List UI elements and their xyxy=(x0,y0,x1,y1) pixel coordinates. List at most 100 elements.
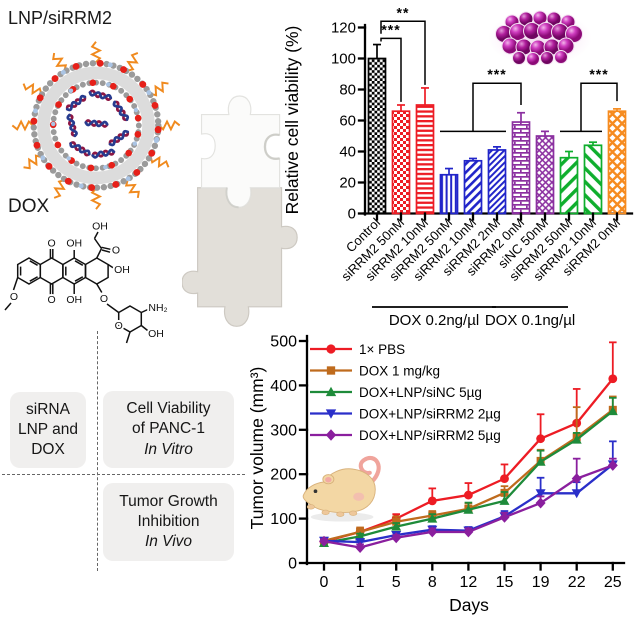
y-tick-label: 100 xyxy=(331,51,356,68)
atom-label: O xyxy=(48,238,56,250)
data-point xyxy=(571,434,582,444)
significance-bracket xyxy=(580,82,618,132)
y-tick-label: 120 xyxy=(331,20,356,37)
atom-label: OH xyxy=(148,328,164,340)
significance-label: *** xyxy=(487,66,506,82)
x-tick-label: 1 xyxy=(356,574,365,591)
dox-structure-diagram: O OH OH O OH O OH O O O NH₂ OH xyxy=(4,219,170,344)
data-point xyxy=(535,456,546,466)
bar xyxy=(367,57,387,215)
data-point xyxy=(319,535,329,547)
y-tick-label: 60 xyxy=(339,113,356,130)
bar xyxy=(439,173,459,215)
inner-blue-lipids xyxy=(51,80,141,171)
legend-label: 1× PBS xyxy=(359,342,405,357)
data-point xyxy=(535,489,546,499)
significance-label: *** xyxy=(381,21,400,37)
data-point xyxy=(464,490,473,500)
flow-box-invitro: Cell Viability of PANC-1 In Vitro xyxy=(103,391,234,468)
lnp-title: LNP/siRRM2 xyxy=(8,8,113,28)
dox-atom-labels: O OH OH O OH O OH O O O NH₂ OH xyxy=(8,219,170,343)
y-axis-title: Relative cell viability (%) xyxy=(282,26,302,215)
data-point xyxy=(427,496,437,506)
mouse-tail xyxy=(358,456,381,485)
atom-label: O xyxy=(112,245,120,257)
flow-divider-vertical xyxy=(97,331,98,571)
legend-label: DOX 1 mg/kg xyxy=(359,363,440,378)
flow-box-line: siRNA xyxy=(26,400,70,418)
mouse-icon xyxy=(302,456,381,522)
flow-box-line: Cell Viability xyxy=(126,400,211,418)
liposome-icon xyxy=(11,40,181,211)
flow-box-line: Tumor Growth xyxy=(119,492,218,510)
viability-bar-chart: 0 20 40 60 80 100 120 Relative cell viability (… xyxy=(282,4,634,329)
y-tick-label: 400 xyxy=(270,378,297,395)
x-axis-title: Days xyxy=(449,595,489,615)
data-point xyxy=(325,386,337,397)
y-tick-label: 40 xyxy=(339,144,356,161)
bar xyxy=(607,110,627,215)
flow-box-line: DOX xyxy=(31,441,65,459)
flow-divider-horizontal xyxy=(2,474,245,475)
legend-label: DOX+LNP/siRRM2 2µg xyxy=(359,406,501,421)
data-point xyxy=(571,489,582,499)
x-tick-label: 22 xyxy=(568,574,586,591)
flow-box-invivo: Tumor Growth Inhibition In Vivo xyxy=(103,483,234,561)
group-label: DOX 0.2ng/µl xyxy=(389,312,479,329)
bar xyxy=(535,135,555,215)
atom-label: OH xyxy=(66,294,82,306)
x-tick-label: 8 xyxy=(428,574,437,591)
data-point xyxy=(499,511,510,523)
flow-box-line: Inhibition xyxy=(137,512,200,530)
data-point xyxy=(535,497,546,509)
atom-label: O xyxy=(115,320,123,332)
data-point xyxy=(326,344,336,354)
y-tick-label: 300 xyxy=(270,422,297,439)
flow-box-sirna-lnp-dox: siRNA LNP and DOX xyxy=(10,392,86,468)
bar xyxy=(463,159,483,215)
atom-label: OH xyxy=(66,238,82,250)
atom-label: O xyxy=(48,294,56,306)
data-point xyxy=(608,374,618,384)
y-tick-label: 100 xyxy=(270,511,297,528)
bar xyxy=(583,144,603,215)
y-tick-label: 20 xyxy=(339,175,356,192)
x-tick-label: 19 xyxy=(532,574,550,591)
bar xyxy=(511,121,531,215)
legend-label: DOX+LNP/siRRM2 5µg xyxy=(359,428,501,443)
y-tick-label: 0 xyxy=(288,556,297,573)
data-point xyxy=(536,434,545,444)
lipid-tails-ring xyxy=(37,66,155,185)
atom-label: OH xyxy=(114,264,130,276)
mouse-eye xyxy=(313,489,318,494)
data-point xyxy=(499,495,510,505)
outer-bead-ring xyxy=(30,60,162,191)
sirna-strands-icon xyxy=(64,88,131,160)
data-point xyxy=(391,521,402,531)
flow-box-line: LNP and xyxy=(17,420,79,438)
bar xyxy=(415,104,435,215)
inner-red-lipids xyxy=(49,79,143,172)
x-tick-label: 0 xyxy=(320,574,329,591)
puzzle-piece-top xyxy=(200,95,281,208)
bar xyxy=(559,156,579,215)
x-tick-label: 15 xyxy=(496,574,514,591)
data-point xyxy=(607,406,618,416)
outer-blue-lipids xyxy=(31,60,161,191)
data-point xyxy=(325,429,337,441)
significance-bracket xyxy=(380,20,426,85)
series-4 xyxy=(319,457,618,553)
bar xyxy=(391,110,411,215)
bar xyxy=(487,149,507,215)
data-point xyxy=(355,531,366,541)
x-tick-label: 5 xyxy=(392,574,401,591)
outer-red-lipids xyxy=(30,59,162,192)
data-point xyxy=(463,504,474,514)
data-point xyxy=(391,532,402,544)
flow-box-line: of PANC-1 xyxy=(132,420,205,438)
y-tick-label: 80 xyxy=(339,82,356,99)
y-tick-label: 200 xyxy=(270,467,297,484)
puzzle-icon xyxy=(182,95,298,327)
atom-label: O xyxy=(100,293,108,305)
